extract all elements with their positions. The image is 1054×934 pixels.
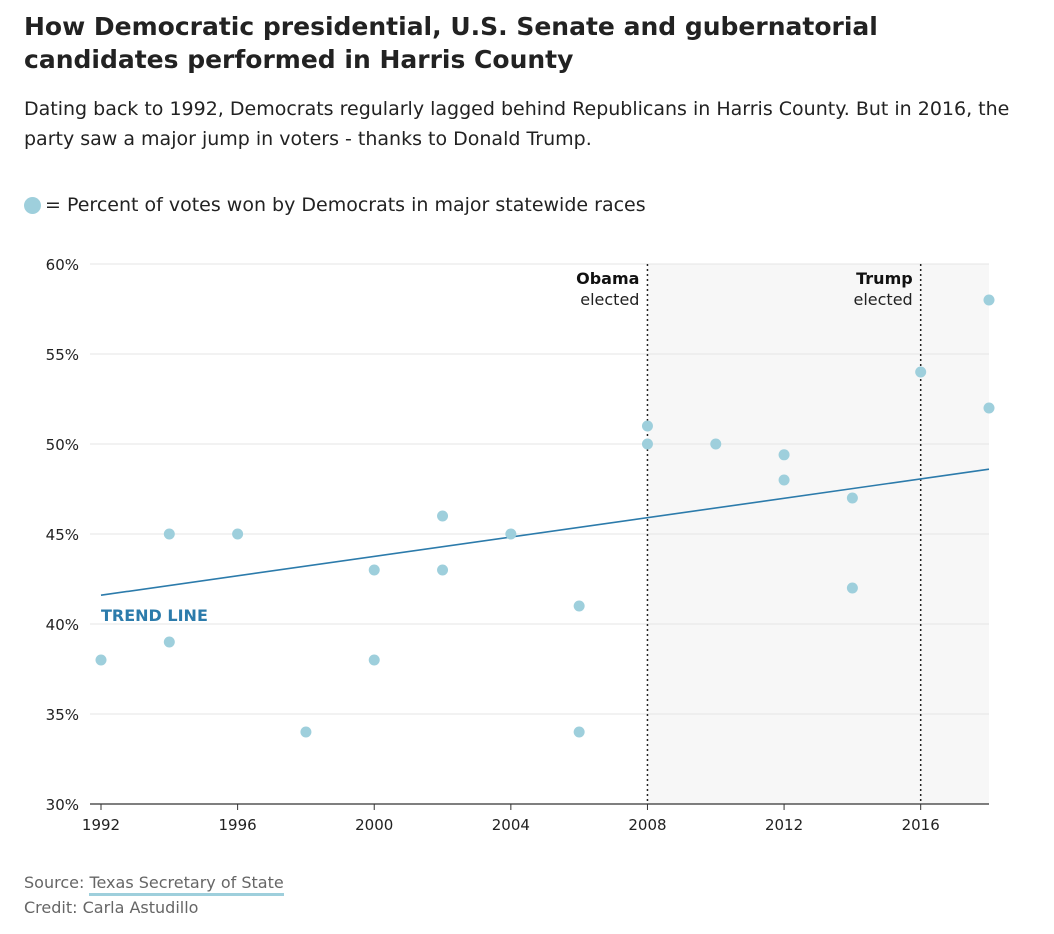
data-point [232, 528, 244, 540]
x-tick-label: 2008 [628, 816, 666, 834]
source-line: Source: Texas Secretary of State [24, 870, 284, 896]
annotation-label-bold: Obama [576, 269, 639, 288]
data-point [915, 366, 927, 378]
x-tick-label: 2000 [355, 816, 393, 834]
y-tick-label: 40% [46, 616, 79, 634]
data-point [437, 564, 449, 576]
y-tick-label: 45% [46, 526, 79, 544]
data-point [573, 600, 585, 612]
footer: Source: Texas Secretary of State Credit:… [24, 870, 284, 920]
data-point [641, 420, 653, 432]
x-tick-label: 2016 [902, 816, 940, 834]
data-point [778, 474, 790, 486]
annotation-label-bold: Trump [856, 269, 913, 288]
trend-line-label: TREND LINE [101, 606, 208, 625]
chart-subtitle: Dating back to 1992, Democrats regularly… [24, 98, 1010, 150]
data-point [846, 492, 858, 504]
annotation-label: elected [580, 290, 639, 309]
chart-title: How Democratic presidential, U.S. Senate… [24, 12, 878, 74]
data-point [710, 438, 722, 450]
legend-label: = Percent of votes won by Democrats in m… [45, 194, 646, 216]
data-point [778, 449, 790, 461]
x-tick-label: 1996 [219, 816, 257, 834]
data-point [983, 402, 995, 414]
data-point [505, 528, 517, 540]
data-point [983, 294, 995, 306]
y-tick-label: 35% [46, 706, 79, 724]
y-tick-label: 30% [46, 796, 79, 814]
y-tick-label: 50% [46, 436, 79, 454]
x-tick-label: 2004 [492, 816, 530, 834]
trend-line [100, 468, 990, 596]
source-prefix: Source: [24, 873, 90, 892]
data-point [368, 564, 380, 576]
data-point [163, 636, 175, 648]
x-tick-label: 2012 [765, 816, 803, 834]
data-point [573, 726, 585, 738]
data-point [95, 654, 107, 666]
scatter-chart: 30% 35% 40% 45% 50% 55% 60% 1992 1996 2000 2004 200… [46, 256, 995, 834]
credit-line: Credit: Carla Astudillo [24, 898, 199, 917]
legend: = Percent of votes won by Democrats in m… [24, 192, 646, 218]
data-point [368, 654, 380, 666]
data-point [641, 438, 653, 450]
data-point [300, 726, 312, 738]
data-point [846, 582, 858, 594]
y-tick-label: 60% [46, 256, 79, 274]
annotation-label: elected [853, 290, 912, 309]
data-point [437, 510, 449, 522]
legend-dot-icon [24, 196, 41, 214]
x-tick-label: 1992 [82, 816, 120, 834]
data-point [163, 528, 175, 540]
y-tick-label: 55% [46, 346, 79, 364]
source-link[interactable]: Texas Secretary of State [89, 873, 284, 896]
